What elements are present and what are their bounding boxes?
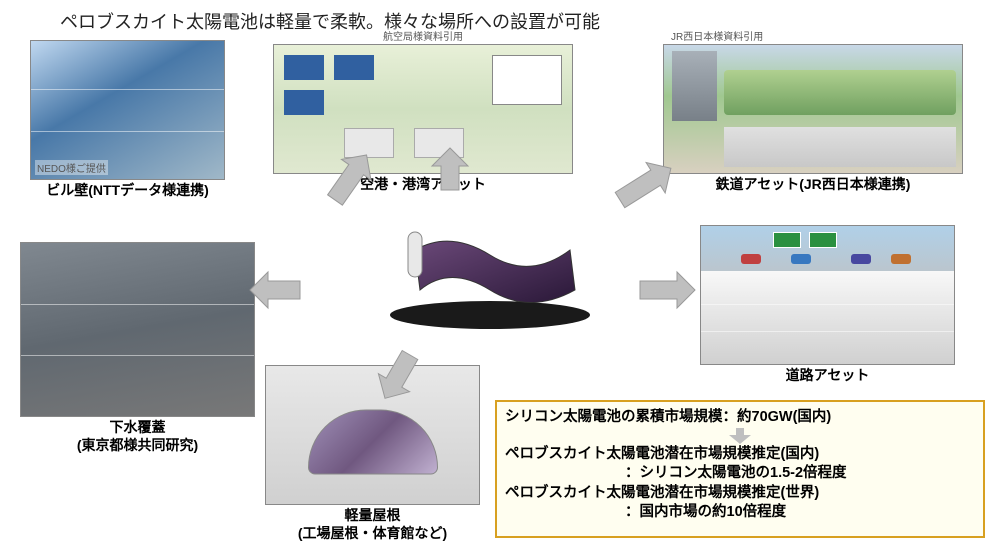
dome-shape bbox=[308, 409, 438, 474]
panel-rail-image bbox=[663, 44, 963, 174]
panel-road-image bbox=[700, 225, 955, 365]
credit-rail: JR西日本様資料引用 bbox=[669, 28, 765, 43]
panel-building: NEDO様ご提供 ビル壁(NTTデータ様連携) bbox=[30, 40, 225, 200]
panel-airport-image bbox=[273, 44, 573, 174]
panel-dome-image bbox=[265, 365, 480, 505]
caption-sewage: 下水覆蓋 (東京都様共同研究) bbox=[77, 419, 198, 454]
panel-building-image: NEDO様ご提供 bbox=[30, 40, 225, 180]
caption-road: 道路アセット bbox=[786, 367, 870, 385]
market-info-box: シリコン太陽電池の累積市場規模：約70GW(国内) ペロブスカイト太陽電池潜在市… bbox=[495, 400, 985, 538]
info-line1: シリコン太陽電池の累積市場規模：約70GW(国内) bbox=[505, 408, 975, 428]
panel-dome: 軽量屋根 (工場屋根・体育館など) bbox=[265, 365, 480, 542]
credit-airport: 航空局様資料引用 bbox=[381, 28, 465, 43]
down-arrow-icon bbox=[505, 428, 975, 445]
panel-sewage-image bbox=[20, 242, 255, 417]
info-line2b: ：シリコン太陽電池の1.5-2倍程度 bbox=[505, 464, 975, 484]
caption-rail: 鉄道アセット(JR西日本様連携) bbox=[716, 176, 911, 194]
info-line2: ペロブスカイト太陽電池潜在市場規模推定(国内) bbox=[505, 445, 975, 465]
center-perovskite-film bbox=[380, 220, 600, 330]
caption-airport: 空港・港湾アセット bbox=[360, 176, 486, 194]
info-line3: ペロブスカイト太陽電池潜在市場規模推定(世界) bbox=[505, 484, 975, 504]
panel-sewage: 下水覆蓋 (東京都様共同研究) bbox=[20, 242, 255, 454]
info-line3b: ：国内市場の約10倍程度 bbox=[505, 503, 975, 523]
panel-airport: 航空局様資料引用 空港・港湾アセット bbox=[273, 28, 573, 194]
panel-road: 道路アセット bbox=[700, 225, 955, 385]
credit-building: NEDO様ご提供 bbox=[35, 160, 108, 175]
caption-building: ビル壁(NTTデータ様連携) bbox=[46, 182, 209, 200]
panel-rail: JR西日本様資料引用 鉄道アセット(JR西日本様連携) bbox=[663, 28, 963, 194]
caption-dome: 軽量屋根 (工場屋根・体育館など) bbox=[298, 507, 447, 542]
